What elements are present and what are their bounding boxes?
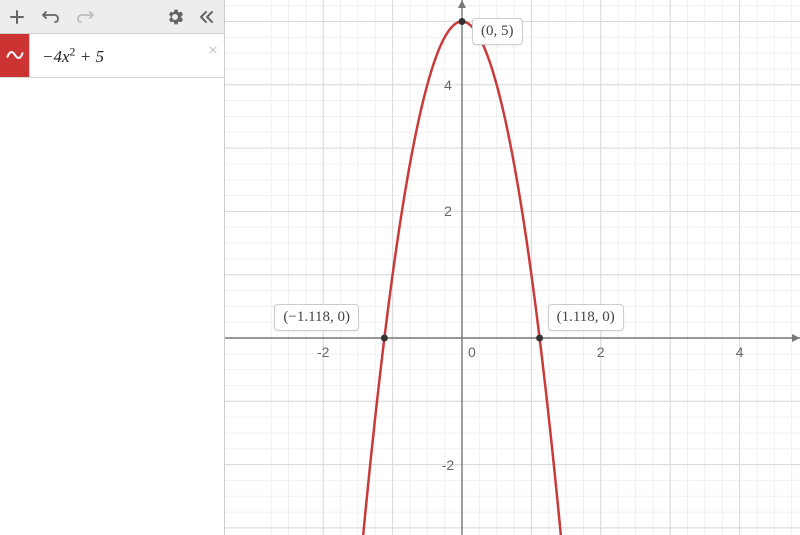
y-tick-label: -2 xyxy=(442,457,454,473)
chevrons-left-icon xyxy=(199,10,215,24)
graph-svg xyxy=(225,0,800,535)
collapse-sidebar-button[interactable] xyxy=(196,6,218,28)
graph-area[interactable]: -2 0 2 4 -2 2 4 (0, 5) (−1.118, 0) (1.118, 0) xyxy=(225,0,800,535)
x-tick-label: -2 xyxy=(317,344,329,360)
sidebar: −4x2 + 5 × xyxy=(0,0,225,535)
y-tick-label: 4 xyxy=(444,77,452,93)
expression-color-tab[interactable] xyxy=(0,34,30,77)
toolbar-left xyxy=(6,6,96,28)
wave-icon xyxy=(5,45,25,65)
plus-icon xyxy=(10,10,24,24)
gear-icon xyxy=(167,9,183,25)
undo-button[interactable] xyxy=(40,6,62,28)
x-tick-label: 4 xyxy=(736,344,744,360)
x-tick-label: 0 xyxy=(468,344,476,360)
delete-expression-button[interactable]: × xyxy=(208,40,218,61)
expression-row[interactable]: −4x2 + 5 × xyxy=(0,34,224,78)
app-root: −4x2 + 5 × -2 0 2 4 -2 2 4 (0, 5) (−1.118, 0) (1.… xyxy=(0,0,800,535)
settings-button[interactable] xyxy=(164,6,186,28)
toolbar xyxy=(0,0,224,34)
y-tick-label: 2 xyxy=(444,203,452,219)
undo-icon xyxy=(42,10,60,24)
x-tick-label: 2 xyxy=(597,344,605,360)
add-expression-button[interactable] xyxy=(6,6,28,28)
point-label: (0, 5) xyxy=(472,18,523,45)
point-label: (−1.118, 0) xyxy=(274,304,359,331)
point-label: (1.118, 0) xyxy=(548,304,624,331)
toolbar-right xyxy=(164,6,218,28)
redo-icon xyxy=(76,10,94,24)
redo-button[interactable] xyxy=(74,6,96,28)
expression-text: −4x2 + 5 xyxy=(42,47,104,66)
expression-input[interactable]: −4x2 + 5 × xyxy=(30,34,224,77)
